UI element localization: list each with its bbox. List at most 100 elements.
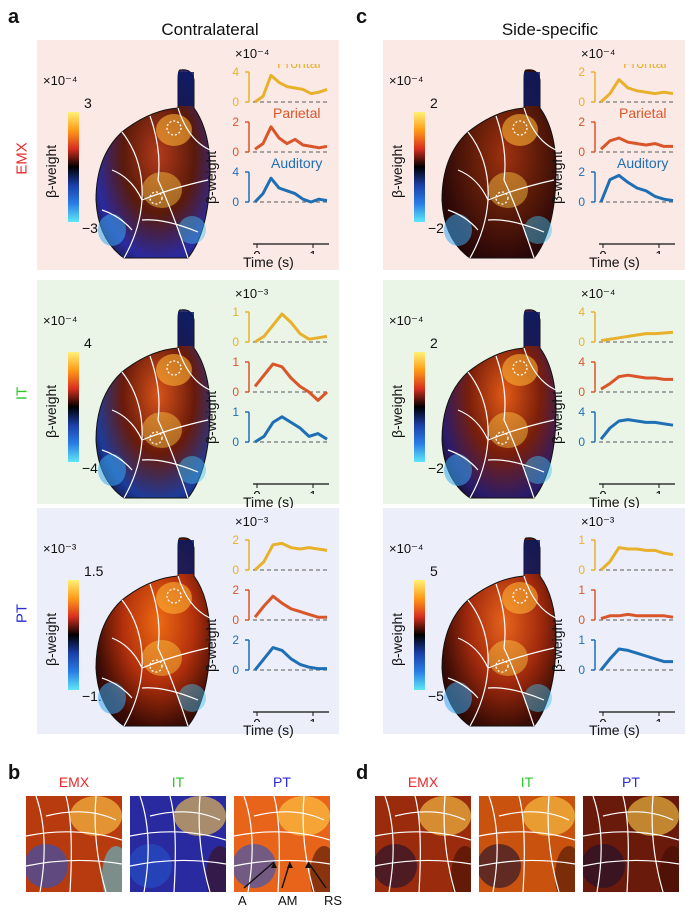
- zoomed-cortex-map: [583, 796, 679, 892]
- trace-scale: ×10⁻³: [235, 514, 269, 529]
- trace-line: [254, 312, 328, 344]
- trace-tick-top: 1: [232, 405, 239, 419]
- row-label-pt: PT: [13, 603, 31, 624]
- trace-tick-zero: 0: [578, 145, 585, 159]
- cortex-map: [95, 69, 211, 259]
- x-tick-0: 0: [599, 488, 606, 494]
- area-name-label: Parietal: [619, 105, 666, 121]
- arrow-label-a: A: [238, 893, 247, 908]
- x-tick-1: 1: [309, 248, 316, 254]
- trace-xlabel: Time (s): [589, 254, 640, 270]
- arrow: [307, 861, 327, 889]
- row-label-emx: EMX: [13, 142, 31, 175]
- trace-tick-zero: 0: [578, 613, 585, 627]
- colorbar-scale: ×10⁻⁴: [43, 73, 78, 88]
- title-contralateral: Contralateral: [161, 20, 259, 39]
- arrow: [243, 861, 275, 889]
- bottom-panel-title: PT: [273, 774, 291, 790]
- trace-tick-zero: 0: [232, 195, 239, 209]
- bottom-panel-title: PT: [622, 774, 640, 790]
- trace-line: [599, 78, 674, 104]
- trace-tick-top: 1: [232, 305, 239, 319]
- x-tick-1: 1: [655, 716, 662, 722]
- trace-tick-zero: 0: [578, 195, 585, 209]
- trace-ylabel: β-weight: [203, 618, 219, 672]
- trace-plot: 0 2 Frontal 0 2 Parietal 0 2 Auditory 0 1: [578, 64, 675, 254]
- trace-line: [253, 362, 329, 402]
- colorbar-max-label: 2: [430, 95, 438, 111]
- title-side-specific: Side-specific: [501, 20, 599, 39]
- trace-ylabel: β-weight: [203, 150, 219, 204]
- x-tick-1: 1: [655, 488, 662, 494]
- trace-ylabel: β-weight: [549, 390, 565, 444]
- zoomed-cortex-map: [234, 796, 330, 892]
- trace-tick-top: 4: [578, 405, 585, 419]
- trace-scale: ×10⁻³: [235, 286, 269, 301]
- trace-plot: 0 1 0 1 0 1 0 1: [232, 305, 329, 494]
- trace-tick-zero: 0: [232, 435, 239, 449]
- hotspot: [156, 582, 192, 614]
- colorbar-min-label: −5: [428, 688, 444, 704]
- colorbar-scale: ×10⁻⁴: [43, 313, 78, 328]
- trace-scale: ×10⁻⁴: [581, 286, 616, 301]
- trace-tick-zero: 0: [232, 563, 239, 577]
- trace-tick-top: 2: [578, 115, 585, 129]
- colorbar-title: β-weight: [43, 384, 59, 438]
- trace-xlabel: Time (s): [589, 494, 640, 510]
- area-name-label: Frontal: [623, 64, 667, 71]
- trace-tick-zero: 0: [232, 663, 239, 677]
- colorbar: [68, 112, 79, 222]
- x-tick-1: 1: [309, 716, 316, 722]
- colorbar-min-label: −4: [82, 460, 98, 476]
- trace-line: [254, 415, 328, 444]
- x-tick-0: 0: [253, 248, 260, 254]
- trace-tick-top: 4: [232, 165, 239, 179]
- colorbar: [414, 112, 425, 222]
- trace-tick-top: 4: [578, 305, 585, 319]
- colorbar-title: β-weight: [389, 612, 405, 666]
- colorbar-scale: ×10⁻⁴: [389, 73, 424, 88]
- colorbar-max-label: 5: [430, 563, 438, 579]
- row-label-it: IT: [13, 386, 31, 401]
- colorbar-max-label: 1.5: [84, 563, 104, 579]
- trace-line: [599, 173, 674, 203]
- trace-line: [600, 373, 673, 391]
- hotspot: [156, 114, 192, 146]
- colorbar-max-label: 2: [430, 335, 438, 351]
- trace-line: [599, 647, 673, 671]
- trace-line: [254, 125, 328, 151]
- colorbar-title: β-weight: [43, 612, 59, 666]
- trace-scale: ×10⁻⁴: [235, 46, 270, 61]
- cortex-map: [95, 309, 211, 499]
- colorbar-title: β-weight: [43, 144, 59, 198]
- trace-tick-zero: 0: [232, 145, 239, 159]
- zoomed-cortex-map: [479, 796, 575, 892]
- zoomed-cortex-map: [26, 796, 122, 892]
- trace-line: [599, 418, 674, 441]
- trace-scale: ×10⁻⁴: [581, 46, 616, 61]
- hotspot: [502, 354, 538, 386]
- trace-ylabel: β-weight: [549, 618, 565, 672]
- arrow-label-am: AM: [278, 893, 298, 908]
- cortex-map: [441, 537, 557, 727]
- colorbar-min-label: −2: [428, 460, 444, 476]
- zoomed-cortex-map: [130, 796, 226, 892]
- colorbar-scale: ×10⁻³: [43, 541, 77, 556]
- trace-tick-top: 1: [578, 533, 585, 547]
- trace-xlabel: Time (s): [589, 722, 640, 738]
- trace-tick-zero: 0: [578, 435, 585, 449]
- trace-line: [254, 73, 328, 104]
- trace-plot: 0 1 0 1 0 1 0 1: [578, 533, 675, 722]
- trace-plot: 0 2 0 2 0 2 0 1: [232, 533, 329, 722]
- trace-tick-top: 2: [232, 633, 239, 647]
- area-arrows: [243, 861, 327, 889]
- area-name-label: Auditory: [617, 155, 668, 171]
- bottom-panel-title: EMX: [58, 774, 90, 790]
- trace-line: [600, 330, 674, 343]
- hotspot: [502, 114, 538, 146]
- trace-tick-zero: 0: [578, 663, 585, 677]
- colorbar-title: β-weight: [389, 144, 405, 198]
- trace-line: [600, 612, 674, 621]
- trace-tick-top: 1: [578, 633, 585, 647]
- colorbar: [68, 580, 79, 690]
